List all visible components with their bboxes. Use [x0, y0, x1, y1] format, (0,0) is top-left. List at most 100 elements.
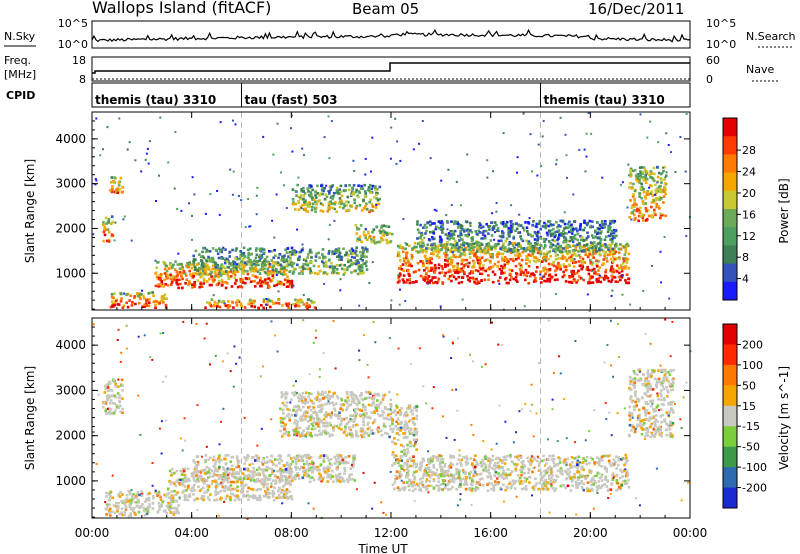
echo-cell	[167, 267, 171, 270]
echo-cell	[446, 236, 450, 240]
echo-cell	[195, 272, 199, 276]
echo-cell	[285, 251, 289, 255]
echo-cell	[424, 232, 427, 235]
echo-speckle	[323, 136, 326, 139]
echo-cell	[260, 482, 263, 485]
freq-panel: Freq. [MHz] 18 8 60 0 Nave	[4, 54, 778, 86]
echo-cell	[357, 261, 360, 264]
echo-cell	[242, 266, 245, 270]
echo-cell	[229, 480, 233, 484]
echo-cell	[346, 258, 350, 261]
echo-cell	[238, 257, 241, 261]
echo-cell	[359, 257, 363, 261]
echo-cell	[503, 225, 506, 228]
echo-cell	[176, 263, 180, 266]
echo-cell	[496, 227, 500, 230]
echo-cell	[108, 388, 112, 392]
echo-cell	[548, 220, 552, 223]
echo-cell	[249, 267, 252, 270]
echo-speckle	[273, 236, 276, 239]
echo-cell	[639, 215, 642, 218]
echo-cell	[301, 203, 304, 207]
echo-cell	[296, 474, 300, 477]
echo-cell	[233, 273, 237, 277]
echo-cell	[475, 232, 479, 236]
echo-cell	[169, 482, 173, 486]
echo-cell	[632, 193, 635, 196]
echo-cell	[483, 252, 487, 255]
echo-cell	[475, 241, 478, 245]
echo-cell	[500, 272, 503, 275]
echo-cell	[231, 470, 235, 474]
echo-cell	[452, 269, 456, 273]
echo-cell	[559, 248, 562, 251]
echo-cell	[380, 401, 383, 404]
echo-cell	[287, 280, 291, 283]
echo-cell	[611, 270, 614, 274]
echo-cell	[337, 456, 340, 460]
echo-cell	[606, 253, 610, 257]
echo-cell	[304, 398, 307, 401]
nsky-label: N.Sky	[4, 30, 36, 43]
echo-cell	[347, 420, 351, 423]
echo-cell	[591, 250, 595, 253]
echo-cell	[201, 255, 205, 258]
echo-cell	[105, 503, 109, 506]
echo-speckle	[167, 161, 170, 164]
echo-cell	[227, 486, 231, 489]
echo-cell	[184, 274, 188, 277]
echo-cell	[225, 281, 229, 285]
echo-cell	[230, 492, 233, 495]
echo-cell	[252, 302, 256, 305]
echo-cell	[459, 229, 462, 233]
echo-cell	[434, 276, 437, 279]
echo-cell	[254, 496, 257, 500]
echo-cell	[214, 460, 218, 463]
echo-cell	[556, 225, 559, 229]
echo-speckle	[155, 200, 157, 202]
echo-cell	[188, 493, 191, 496]
echo-cell	[548, 250, 552, 253]
echo-cell	[404, 263, 408, 267]
echo-cell	[556, 264, 560, 267]
echo-cell	[318, 433, 321, 436]
echo-cell	[248, 494, 251, 498]
echo-cell	[246, 260, 249, 263]
echo-cell	[349, 259, 353, 262]
echo-cell	[544, 272, 547, 276]
echo-cell	[245, 467, 249, 470]
echo-cell	[493, 244, 497, 247]
echo-cell	[444, 255, 447, 259]
echo-cell	[301, 267, 305, 271]
echo-cell	[318, 472, 321, 475]
echo-cell	[300, 248, 304, 252]
echo-cell	[267, 262, 270, 265]
echo-cell	[650, 190, 654, 193]
echo-cell	[280, 488, 284, 492]
echo-cell	[378, 185, 382, 189]
echo-cell	[267, 277, 271, 280]
echo-speckle	[662, 166, 665, 169]
echo-cell	[352, 252, 355, 255]
echo-cell	[448, 268, 451, 272]
echo-cell	[359, 250, 362, 254]
echo-cell	[232, 266, 236, 269]
echo-cell	[192, 474, 195, 477]
echo-cell	[469, 229, 472, 232]
echo-cell	[571, 226, 574, 230]
echo-cell	[106, 228, 110, 231]
echo-cell	[449, 256, 453, 260]
echo-cell	[651, 194, 654, 197]
echo-cell	[504, 222, 508, 226]
echo-speckle	[323, 282, 326, 285]
echo-cell	[448, 238, 451, 241]
echo-speckle	[229, 168, 232, 171]
echo-cell	[227, 277, 230, 280]
echo-cell	[437, 256, 441, 259]
echo-cell	[342, 273, 346, 276]
echo-cell	[360, 254, 363, 257]
echo-cell	[613, 247, 616, 251]
echo-cell	[244, 263, 248, 266]
echo-cell	[427, 275, 431, 278]
echo-cell	[194, 272, 198, 275]
